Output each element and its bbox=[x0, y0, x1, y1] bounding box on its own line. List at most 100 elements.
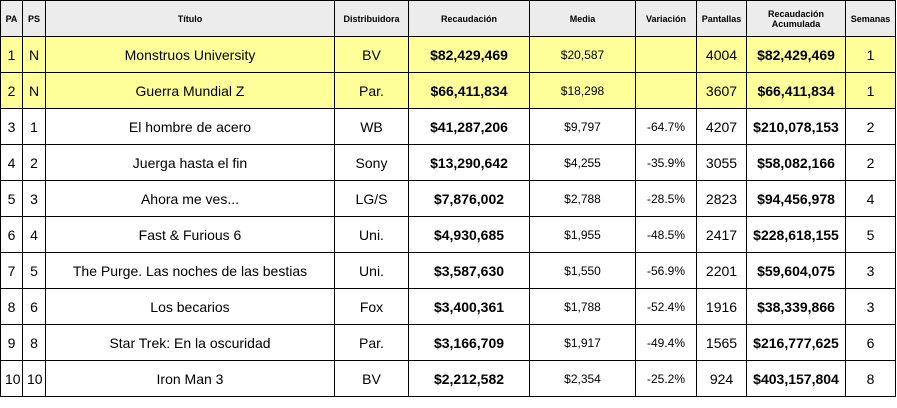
cell-pa: 6 bbox=[0, 216, 23, 253]
cell-pantallas: 1565 bbox=[696, 324, 747, 361]
table-row: 6 4 Fast & Furious 6 Uni. $4,930,685 $1,… bbox=[0, 216, 896, 253]
cell-media: $18,298 bbox=[529, 72, 636, 109]
cell-recaudacion: $3,166,709 bbox=[408, 324, 530, 361]
cell-pantallas: 1916 bbox=[696, 288, 747, 325]
cell-titulo: Monstruos University bbox=[45, 36, 335, 73]
header-ps: PS bbox=[22, 0, 46, 37]
cell-ps: 2 bbox=[22, 144, 46, 181]
cell-semanas: 1 bbox=[845, 36, 896, 73]
cell-recaudacion: $4,930,685 bbox=[408, 216, 530, 253]
cell-titulo: Star Trek: En la oscuridad bbox=[45, 324, 335, 361]
cell-titulo: Guerra Mundial Z bbox=[45, 72, 335, 109]
cell-ps: 8 bbox=[22, 324, 46, 361]
cell-pa: 7 bbox=[0, 252, 23, 289]
cell-semanas: 5 bbox=[845, 216, 896, 253]
cell-pa: 4 bbox=[0, 144, 23, 181]
cell-recaudacion: $41,287,206 bbox=[408, 108, 530, 145]
cell-ps: 10 bbox=[22, 360, 46, 397]
cell-semanas: 8 bbox=[845, 360, 896, 397]
cell-acumulada: $82,429,469 bbox=[746, 36, 846, 73]
cell-variacion: -49.4% bbox=[635, 324, 697, 361]
cell-titulo: Fast & Furious 6 bbox=[45, 216, 335, 253]
header-titulo: Título bbox=[45, 0, 335, 37]
cell-pantallas: 2823 bbox=[696, 180, 747, 217]
cell-distribuidora: BV bbox=[334, 360, 409, 397]
cell-pantallas: 3607 bbox=[696, 72, 747, 109]
cell-ps: 1 bbox=[22, 108, 46, 145]
table-row: 2 N Guerra Mundial Z Par. $66,411,834 $1… bbox=[0, 72, 896, 109]
cell-recaudacion: $7,876,002 bbox=[408, 180, 530, 217]
cell-distribuidora: Par. bbox=[334, 72, 409, 109]
cell-pa: 10 bbox=[0, 360, 23, 397]
table-row: 7 5 The Purge. Las noches de las bestias… bbox=[0, 252, 896, 289]
header-semanas: Semanas bbox=[845, 0, 896, 37]
cell-variacion bbox=[635, 72, 697, 109]
header-distribuidora: Distribuidora bbox=[334, 0, 409, 37]
cell-distribuidora: Par. bbox=[334, 324, 409, 361]
header-variacion: Variación bbox=[635, 0, 697, 37]
cell-recaudacion: $3,587,630 bbox=[408, 252, 530, 289]
cell-acumulada: $59,604,075 bbox=[746, 252, 846, 289]
header-media: Media bbox=[529, 0, 636, 37]
table-row: 8 6 Los becarios Fox $3,400,361 $1,788 -… bbox=[0, 288, 896, 325]
cell-media: $1,788 bbox=[529, 288, 636, 325]
cell-recaudacion: $13,290,642 bbox=[408, 144, 530, 181]
cell-acumulada: $216,777,625 bbox=[746, 324, 846, 361]
cell-media: $20,587 bbox=[529, 36, 636, 73]
cell-distribuidora: BV bbox=[334, 36, 409, 73]
cell-recaudacion: $66,411,834 bbox=[408, 72, 530, 109]
cell-variacion: -25.2% bbox=[635, 360, 697, 397]
cell-pa: 2 bbox=[0, 72, 23, 109]
cell-acumulada: $228,618,155 bbox=[746, 216, 846, 253]
cell-semanas: 4 bbox=[845, 180, 896, 217]
cell-ps: N bbox=[22, 36, 46, 73]
cell-titulo: Los becarios bbox=[45, 288, 335, 325]
header-row: PA PS Título Distribuidora Recaudación M… bbox=[0, 0, 896, 37]
table-row: 9 8 Star Trek: En la oscuridad Par. $3,1… bbox=[0, 324, 896, 361]
cell-distribuidora: Uni. bbox=[334, 252, 409, 289]
cell-semanas: 2 bbox=[845, 108, 896, 145]
cell-semanas: 3 bbox=[845, 288, 896, 325]
cell-acumulada: $210,078,153 bbox=[746, 108, 846, 145]
box-office-table: PA PS Título Distribuidora Recaudación M… bbox=[0, 0, 896, 397]
cell-recaudacion: $82,429,469 bbox=[408, 36, 530, 73]
cell-semanas: 2 bbox=[845, 144, 896, 181]
cell-pa: 5 bbox=[0, 180, 23, 217]
table-row: 1 N Monstruos University BV $82,429,469 … bbox=[0, 36, 896, 73]
cell-pa: 1 bbox=[0, 36, 23, 73]
cell-media: $1,550 bbox=[529, 252, 636, 289]
cell-semanas: 6 bbox=[845, 324, 896, 361]
cell-pa: 3 bbox=[0, 108, 23, 145]
cell-pantallas: 2201 bbox=[696, 252, 747, 289]
cell-pantallas: 4004 bbox=[696, 36, 747, 73]
cell-ps: 6 bbox=[22, 288, 46, 325]
cell-acumulada: $38,339,866 bbox=[746, 288, 846, 325]
cell-acumulada: $403,157,804 bbox=[746, 360, 846, 397]
cell-titulo: The Purge. Las noches de las bestias bbox=[45, 252, 335, 289]
cell-pantallas: 4207 bbox=[696, 108, 747, 145]
table-row: 3 1 El hombre de acero WB $41,287,206 $9… bbox=[0, 108, 896, 145]
cell-distribuidora: WB bbox=[334, 108, 409, 145]
cell-titulo: Ahora me ves... bbox=[45, 180, 335, 217]
cell-pa: 8 bbox=[0, 288, 23, 325]
cell-variacion: -48.5% bbox=[635, 216, 697, 253]
cell-acumulada: $58,082,166 bbox=[746, 144, 846, 181]
cell-pantallas: 3055 bbox=[696, 144, 747, 181]
cell-pa: 9 bbox=[0, 324, 23, 361]
cell-pantallas: 2417 bbox=[696, 216, 747, 253]
header-pa: PA bbox=[0, 0, 23, 37]
cell-distribuidora: Sony bbox=[334, 144, 409, 181]
cell-recaudacion: $2,212,582 bbox=[408, 360, 530, 397]
cell-media: $1,955 bbox=[529, 216, 636, 253]
cell-ps: 4 bbox=[22, 216, 46, 253]
cell-variacion: -56.9% bbox=[635, 252, 697, 289]
cell-acumulada: $94,456,978 bbox=[746, 180, 846, 217]
cell-media: $4,255 bbox=[529, 144, 636, 181]
cell-ps: 3 bbox=[22, 180, 46, 217]
cell-distribuidora: Fox bbox=[334, 288, 409, 325]
cell-variacion: -52.4% bbox=[635, 288, 697, 325]
cell-media: $2,788 bbox=[529, 180, 636, 217]
table-row: 10 10 Iron Man 3 BV $2,212,582 $2,354 -2… bbox=[0, 360, 896, 397]
cell-media: $9,797 bbox=[529, 108, 636, 145]
cell-titulo: Juerga hasta el fin bbox=[45, 144, 335, 181]
